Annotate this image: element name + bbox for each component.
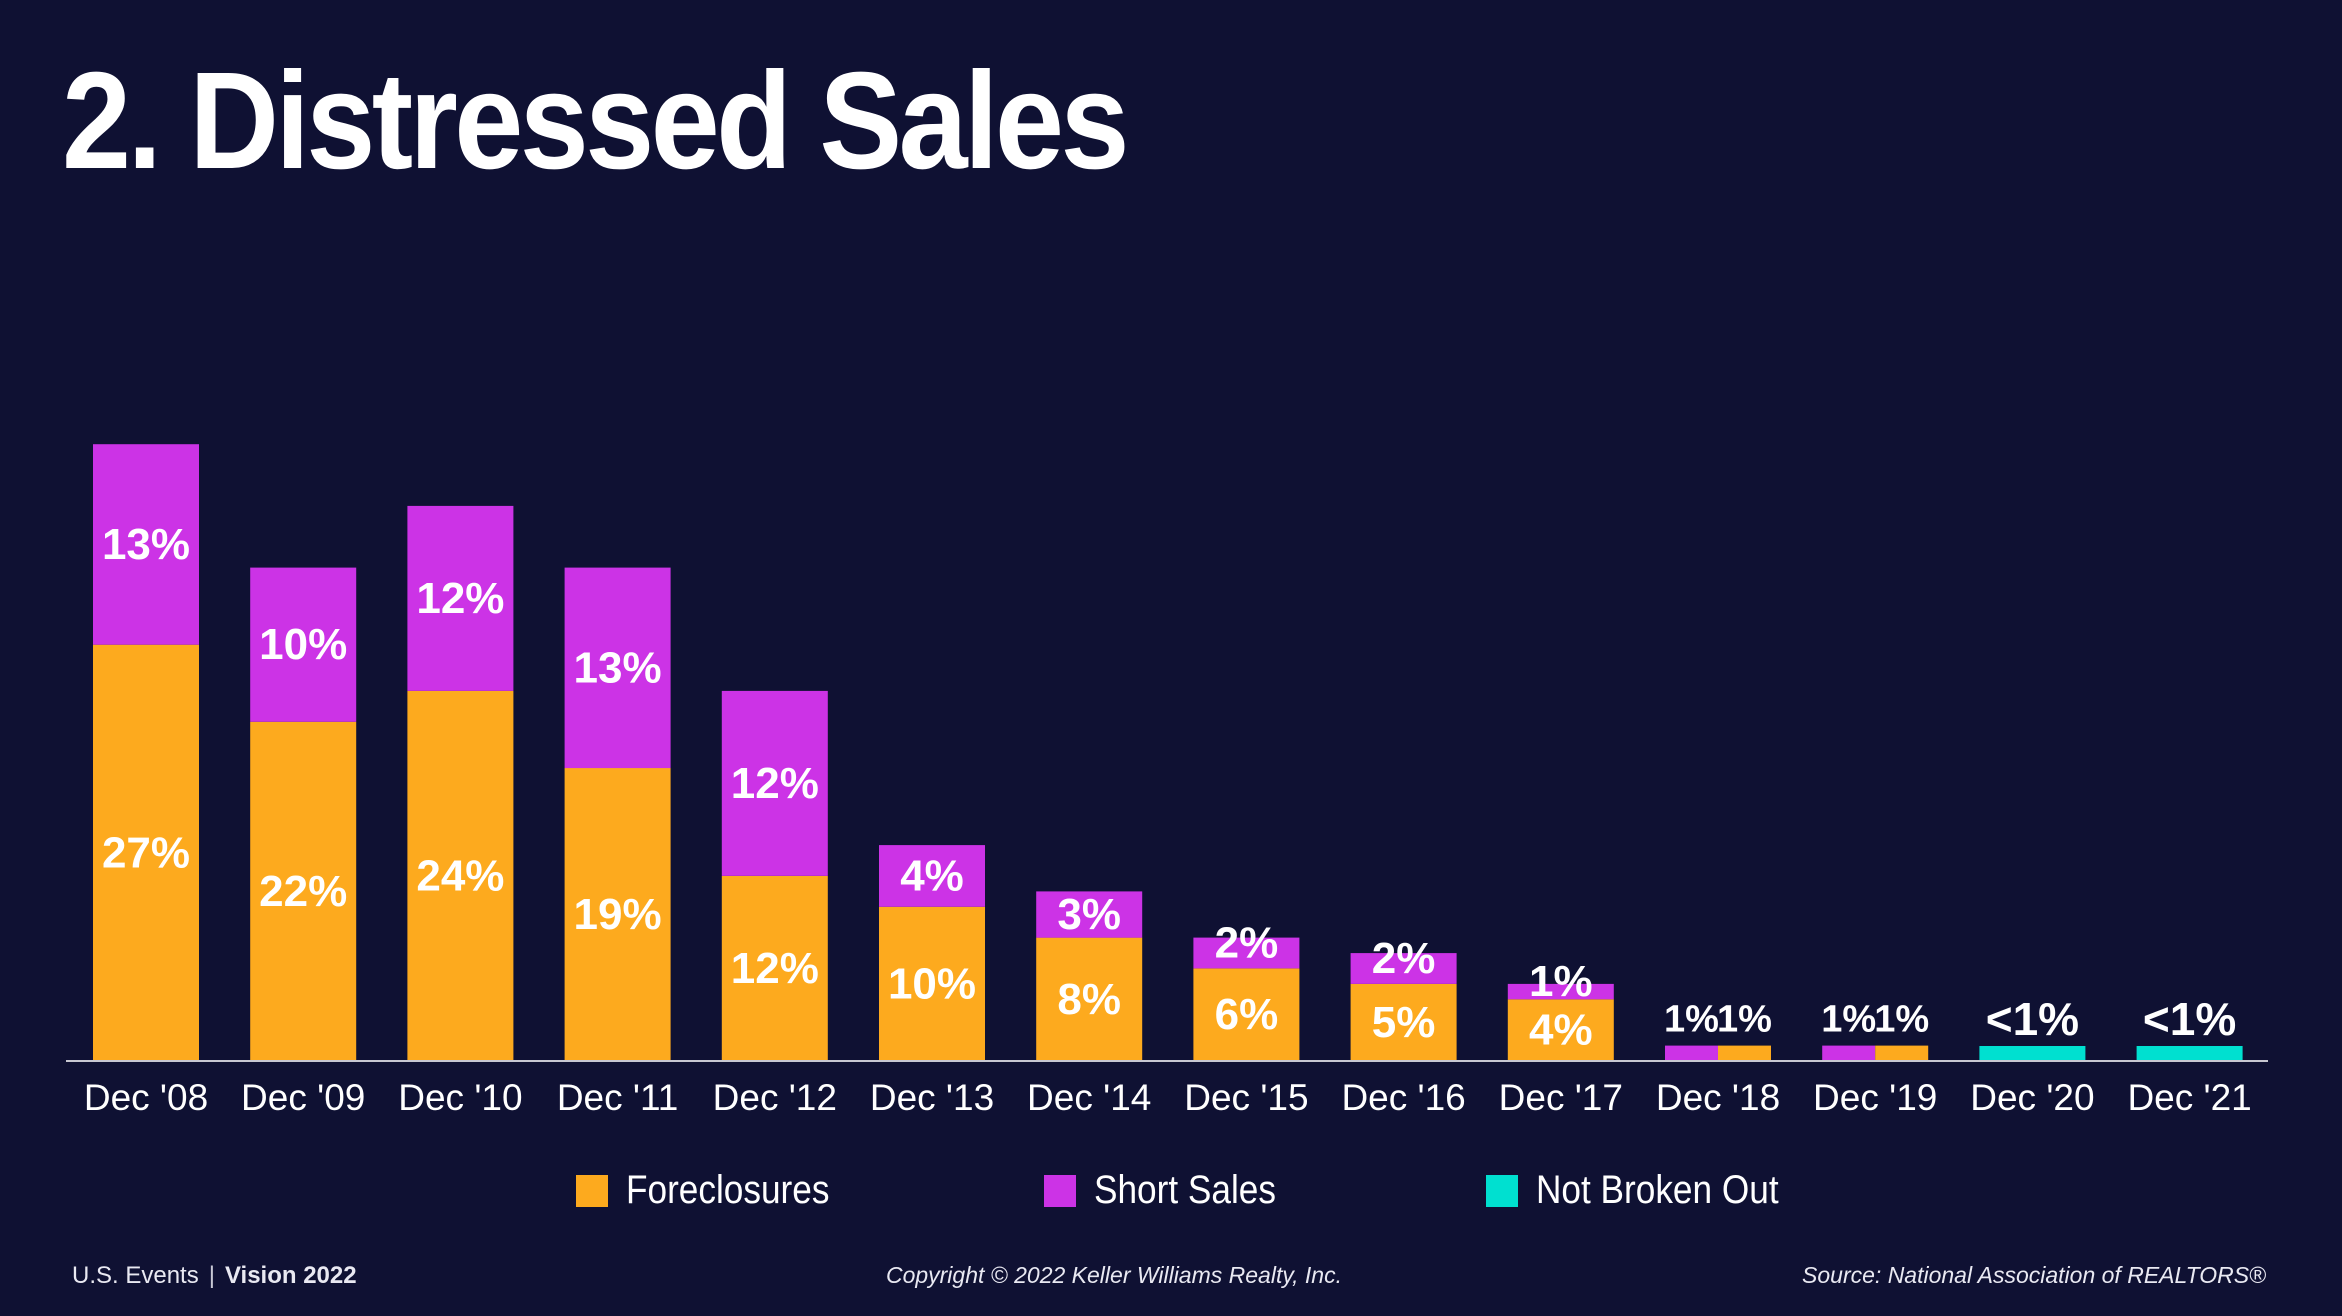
footer-source: Source: National Association of REALTORS…	[1802, 1262, 2266, 1288]
tick-label-dec-14: Dec '14	[1027, 1077, 1151, 1118]
label-foreclosures-dec-18: 1%	[1717, 999, 1772, 1041]
label-short-sales-dec-15: 2%	[1215, 919, 1279, 968]
tick-label-dec-20: Dec '20	[1970, 1077, 2094, 1118]
legend-item-foreclosures: Foreclosures	[576, 1168, 857, 1213]
bar-short-sales-dec-15	[1193, 937, 1300, 969]
legend-swatch-short-sales	[1044, 1174, 1076, 1207]
tick-label-dec-17: Dec '17	[1499, 1077, 1623, 1118]
tick-label-dec-15: Dec '15	[1184, 1077, 1308, 1118]
bar-short-sales-dec-13	[879, 845, 985, 907]
bar-foreclosures-dec-12	[721, 876, 828, 1061]
label-short-sales-dec-11: 13%	[574, 643, 662, 692]
label-foreclosures-dec-08: 27%	[102, 828, 190, 877]
label-short-sales-dec-18: 1%	[1664, 999, 1719, 1041]
bar-short-sales-dec-18	[1665, 1045, 1718, 1061]
label-short-sales-dec-13: 4%	[900, 852, 964, 901]
tick-label-dec-18: Dec '18	[1656, 1077, 1780, 1118]
legend-item-not-broken-out: Not Broken Out	[1486, 1168, 1812, 1213]
bar-foreclosures-dec-10	[407, 690, 514, 1061]
legend-label-foreclosures: Foreclosures	[626, 1168, 830, 1212]
label-foreclosures-dec-12: 12%	[731, 944, 819, 993]
label-short-sales-dec-19: 1%	[1821, 999, 1876, 1041]
slide-title: 2. Distressed Sales	[62, 44, 1129, 198]
bar-short-sales-dec-16	[1350, 953, 1457, 984]
bar-short-sales-dec-08	[93, 444, 199, 645]
bar-short-sales-dec-14	[1036, 891, 1143, 938]
bar-foreclosures-dec-18	[1718, 1045, 1771, 1061]
legend-item-short-sales: Short Sales	[1044, 1168, 1301, 1213]
legend-swatch-not-broken-out	[1486, 1174, 1518, 1207]
label-foreclosures-dec-17: 4%	[1529, 1006, 1593, 1055]
label-not-broken-out-dec-20: <1%	[1986, 993, 2079, 1045]
footer-event: U.S. Events | Vision 2022	[72, 1262, 357, 1290]
label-foreclosures-dec-13: 10%	[888, 959, 976, 1008]
label-short-sales-dec-14: 3%	[1057, 890, 1121, 939]
tick-label-dec-21: Dec '21	[2127, 1077, 2251, 1118]
bar-foreclosures-dec-13	[879, 906, 985, 1061]
bar-foreclosures-dec-09	[250, 721, 357, 1061]
bar-foreclosures-dec-19	[1875, 1045, 1929, 1061]
bar-foreclosures-dec-08	[93, 644, 199, 1061]
bar-foreclosures-dec-16	[1350, 983, 1457, 1061]
bar-not-broken-out-dec-20	[1979, 1046, 2086, 1061]
label-foreclosures-dec-10: 24%	[416, 852, 504, 901]
bar-foreclosures-dec-11	[564, 768, 671, 1061]
bar-short-sales-dec-10	[407, 505, 514, 691]
tick-label-dec-13: Dec '13	[870, 1077, 994, 1118]
bar-short-sales-dec-17	[1507, 983, 1614, 1000]
bar-foreclosures-dec-15	[1193, 968, 1300, 1061]
bar-short-sales-dec-11	[564, 567, 671, 769]
label-short-sales-dec-17: 1%	[1529, 957, 1593, 1006]
legend-label-short-sales: Short Sales	[1094, 1168, 1276, 1212]
label-short-sales-dec-12: 12%	[731, 759, 819, 808]
footer-vision: Vision 2022	[224, 1262, 357, 1289]
label-short-sales-dec-16: 2%	[1372, 934, 1436, 983]
legend-swatch-foreclosures	[576, 1174, 608, 1207]
tick-label-dec-19: Dec '19	[1813, 1077, 1937, 1118]
tick-label-dec-12: Dec '12	[713, 1077, 837, 1118]
label-foreclosures-dec-16: 5%	[1372, 998, 1436, 1047]
label-not-broken-out-dec-21: <1%	[2143, 993, 2236, 1045]
label-foreclosures-dec-14: 8%	[1057, 975, 1121, 1024]
label-short-sales-dec-10: 12%	[416, 574, 504, 623]
label-foreclosures-dec-15: 6%	[1215, 990, 1279, 1039]
label-short-sales-dec-09: 10%	[259, 620, 347, 669]
label-foreclosures-dec-09: 22%	[259, 867, 347, 916]
bar-foreclosures-dec-17	[1507, 999, 1614, 1061]
bar-foreclosures-dec-14	[1036, 937, 1143, 1061]
bar-short-sales-dec-09	[250, 567, 357, 722]
label-foreclosures-dec-19: 1%	[1874, 999, 1929, 1041]
bar-not-broken-out-dec-21	[2136, 1046, 2243, 1061]
tick-label-dec-16: Dec '16	[1341, 1077, 1465, 1118]
footer-copyright: Copyright © 2022 Keller Williams Realty,…	[885, 1262, 1342, 1288]
tick-label-dec-08: Dec '08	[84, 1077, 208, 1118]
footer-separator: |	[208, 1262, 215, 1289]
label-short-sales-dec-08: 13%	[102, 520, 190, 569]
legend-label-not-broken-out: Not Broken Out	[1536, 1168, 1779, 1212]
bar-short-sales-dec-12	[721, 690, 828, 876]
footer-event-name: U.S. Events	[72, 1262, 199, 1289]
tick-label-dec-10: Dec '10	[398, 1077, 522, 1118]
label-foreclosures-dec-11: 19%	[574, 890, 662, 939]
bar-short-sales-dec-19	[1822, 1045, 1876, 1061]
tick-label-dec-11: Dec '11	[557, 1077, 679, 1118]
tick-label-dec-09: Dec '09	[241, 1077, 365, 1118]
